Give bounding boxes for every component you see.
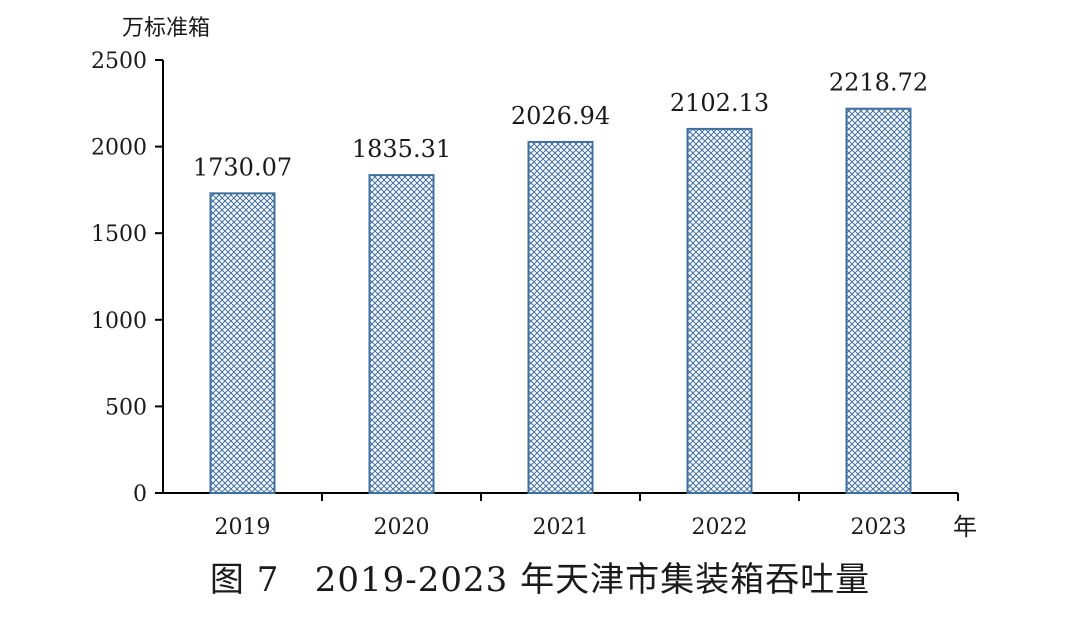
y-tick-label: 1500 [91,222,147,247]
data-label: 2026.94 [511,102,610,130]
data-label: 2102.13 [670,89,769,117]
y-tick-label: 0 [133,482,147,507]
bar-chart: 0 500 1000 1500 2000 2500 1730.07 2019 1835.31 2… [91,49,977,541]
x-tick-label: 2022 [692,515,748,540]
y-axis-unit-label: 万标准箱 [122,16,211,41]
figure-caption: 图 7 2019-2023 年天津市集装箱吞吐量 [209,560,871,600]
data-label: 1835.31 [352,135,451,163]
bar-2019 [209,192,276,495]
x-axis-unit-label: 年 [953,513,977,541]
y-tick-label: 500 [105,395,147,420]
bar-2022 [686,127,753,495]
y-tick-label: 2500 [91,49,147,74]
chart-container: 0 500 1000 1500 2000 2500 1730.07 2019 1835.31 2… [91,16,977,541]
y-tick-label: 2000 [91,136,147,161]
bar-2021 [527,140,594,494]
data-label: 1730.07 [193,153,292,181]
x-tick-label: 2021 [533,515,589,540]
data-label: 2218.72 [829,69,928,97]
bar-2023 [845,107,912,495]
y-tick-label: 1000 [91,309,147,334]
x-tick-label: 2020 [374,515,430,540]
x-tick-label: 2019 [215,515,271,540]
x-tick-label: 2023 [851,515,907,540]
bar-2020 [368,174,435,495]
